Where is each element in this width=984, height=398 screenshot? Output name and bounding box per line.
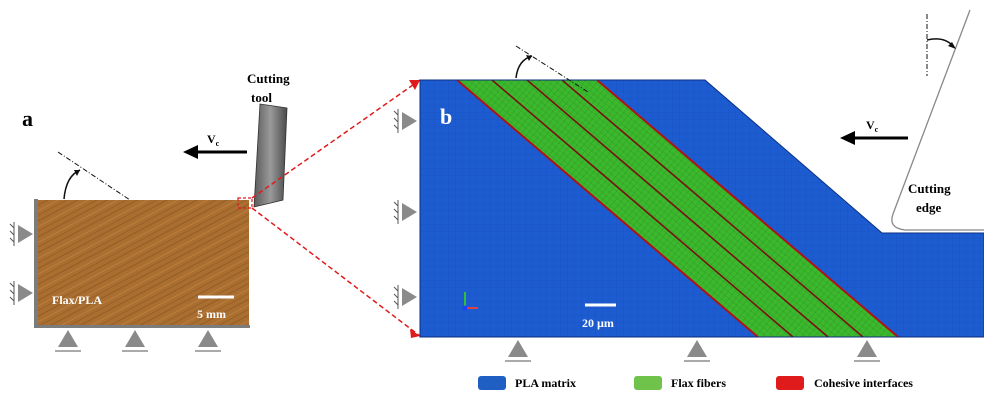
left-support-b2 [393,200,417,224]
left-support-a2 [9,281,33,305]
bottom-support-a1 [55,330,81,352]
velocity-sub-b: c [875,125,879,134]
bottom-support-a2 [122,330,148,352]
specimen-left-support-plate [34,199,38,327]
panel-b: b Cutting edge Vc 20 µm [393,9,984,362]
cutting-tool-label-line2: tool [251,90,272,105]
legend-swatch-flax-fibers [634,376,662,390]
cohesive-interface-4 [561,80,864,337]
specimen-tint [37,200,249,326]
left-support-b3 [393,285,417,309]
cutting-edge-label-line1: Cutting [908,181,951,196]
velocity-main-b: V [866,118,875,132]
workpiece-outline [419,79,984,338]
legend-item-pla-matrix: PLA matrix [478,376,576,390]
legend-swatch-cohesive-interfaces [776,376,804,390]
cutting-tool-label-line1: Cutting [247,71,290,86]
cohesive-interface-3 [526,80,829,337]
scale-label-b: 20 µm [582,316,614,330]
scale-label-a: 5 mm [197,307,226,321]
cutting-tool [253,103,288,208]
velocity-label-a: Vc [207,132,220,148]
zoom-arrow-bottom [410,329,420,338]
velocity-arrow-head-b [840,131,855,145]
cohesive-interface-2 [491,80,794,337]
cohesive-interface-1 [456,80,759,337]
material-label: Flax/PLA [52,293,102,307]
legend-swatch-pla-matrix [478,376,506,390]
cohesive-interface-5 [596,80,899,337]
legend-item-cohesive-interfaces: Cohesive interfaces [776,376,913,390]
fiber-angle-arrowhead-a [74,170,80,176]
fiber-angle-arrowhead-b [526,55,532,61]
velocity-label-b: Vc [866,118,879,134]
bottom-support-a3 [195,330,221,352]
zoom-line-bottom [251,207,421,337]
rake-angle-arrowhead [948,42,956,49]
cutting-edge-shape [891,9,984,231]
velocity-arrow-head-a [183,145,198,159]
legend: PLA matrix Flax fibers Cohesive interfac… [478,376,913,390]
fiber-orientation-line-b [515,45,589,93]
left-support-a1 [9,222,33,246]
legend-label-pla-matrix: PLA matrix [515,376,576,390]
bottom-support-b2 [684,340,710,362]
velocity-sub-a: c [216,139,220,148]
panel-a-label: a [22,106,33,131]
cutting-edge-label-line2: edge [916,200,942,215]
legend-item-flax-fibers: Flax fibers [634,376,726,390]
zoom-region-box [237,197,253,209]
zoom-line-top [251,79,421,199]
left-support-b1 [393,109,417,133]
coordinate-triad [462,292,478,311]
specimen-bottom-support-plate [34,325,250,328]
bottom-support-b3 [854,340,880,362]
panel-a: a Cutting Cutting tool Vc Flax/PLA 5 mm [9,71,290,352]
fiber-orientation-line-a [57,151,131,201]
legend-label-cohesive-interfaces: Cohesive interfaces [814,376,913,390]
panel-b-label: b [440,104,452,129]
bottom-support-b1 [505,340,531,362]
velocity-main-a: V [207,132,216,146]
legend-label-flax-fibers: Flax fibers [671,376,726,390]
zoom-arrow-top [409,80,420,90]
flax-pla-specimen [37,200,249,326]
